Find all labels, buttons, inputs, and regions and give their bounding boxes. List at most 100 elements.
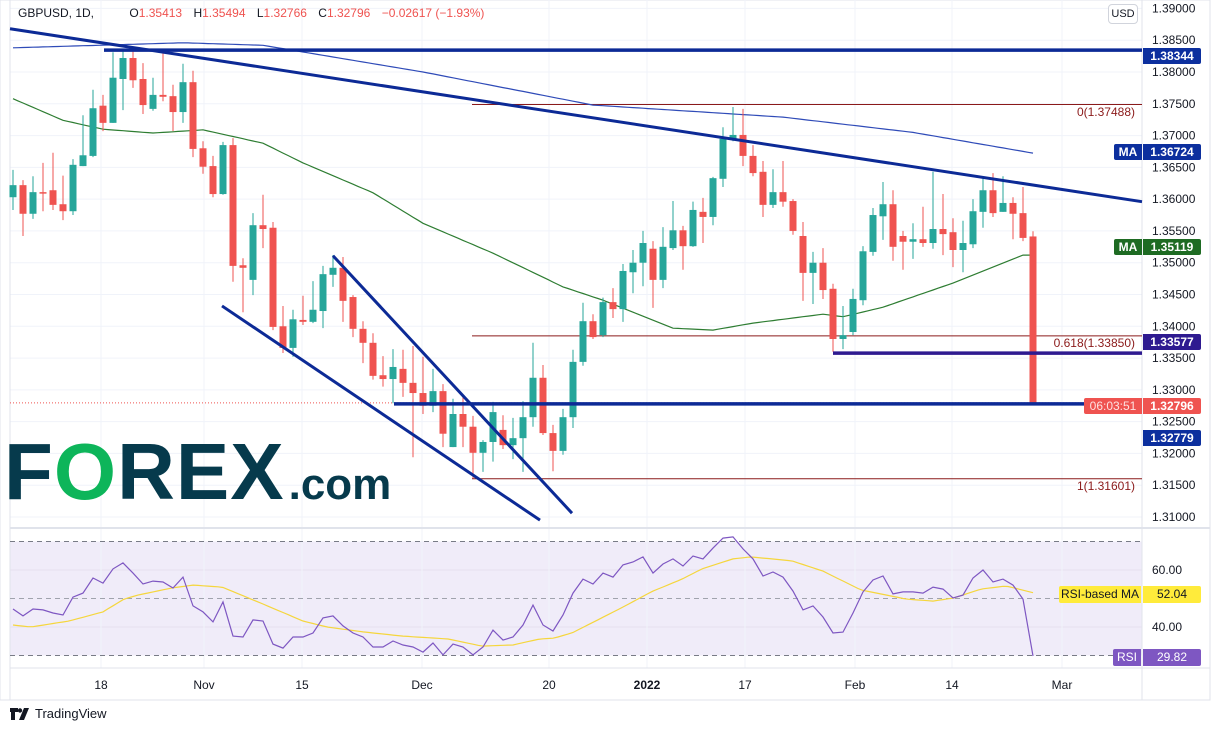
- candle-body: [619, 270, 627, 310]
- close-label: C: [318, 6, 327, 20]
- candle-body: [839, 335, 847, 339]
- candle-body: [999, 202, 1007, 212]
- candle: [239, 258, 247, 313]
- candle-body: [59, 204, 67, 212]
- candle-body: [989, 190, 997, 214]
- candle: [139, 63, 147, 114]
- price-axis-label: 1.36500: [1152, 160, 1196, 174]
- currency-button[interactable]: USD: [1108, 4, 1138, 24]
- symbol-legend: GBPUSD, 1D, O1.35413 H1.35494 L1.32766 C…: [18, 6, 492, 20]
- candle: [219, 141, 227, 195]
- candle: [89, 89, 97, 158]
- candle: [359, 321, 367, 364]
- candle-body: [119, 58, 127, 79]
- trend-line: [331, 254, 574, 515]
- candle-body: [449, 414, 457, 448]
- candle: [49, 152, 57, 210]
- candle: [79, 115, 87, 167]
- candle-body: [899, 236, 907, 242]
- candle-body: [859, 251, 867, 301]
- time-axis-label: Dec: [411, 678, 432, 692]
- candle-body: [429, 391, 437, 406]
- candle: [109, 52, 117, 123]
- candle: [869, 208, 877, 256]
- candle-body: [1019, 213, 1027, 238]
- candle: [449, 398, 457, 448]
- price-tag-resistance: 1.38344: [1143, 48, 1201, 64]
- time-axis-label: Feb: [845, 678, 866, 692]
- open-value: 1.35413: [138, 6, 183, 20]
- candle: [829, 283, 837, 352]
- candle-body: [29, 192, 37, 214]
- candle-body: [779, 192, 787, 202]
- symbol-interval[interactable]: GBPUSD, 1D,: [18, 6, 95, 20]
- candle: [509, 417, 517, 460]
- rsi-label: RSI: [1113, 649, 1141, 666]
- candle: [699, 197, 707, 244]
- candle-body: [49, 190, 57, 205]
- candle: [9, 169, 17, 210]
- candle: [899, 230, 907, 270]
- bar-countdown: 06:03:51: [1084, 397, 1142, 414]
- candle-body: [709, 178, 717, 217]
- tradingview-attribution[interactable]: TradingView: [10, 706, 107, 721]
- candle-body: [269, 227, 277, 327]
- time-axis-label: 14: [945, 678, 959, 692]
- candle-body: [439, 391, 447, 434]
- candle-body: [259, 225, 267, 230]
- candle-body: [729, 134, 737, 139]
- candle: [609, 288, 617, 319]
- fib-label-1: 1(1.31601): [1076, 479, 1135, 493]
- candle: [59, 175, 67, 221]
- candle-body: [719, 138, 727, 179]
- candle: [909, 223, 917, 259]
- price-tag-ma-fast: 1.35119: [1143, 238, 1201, 255]
- candle: [179, 63, 187, 123]
- candle: [249, 213, 257, 296]
- candle-body: [399, 368, 407, 383]
- time-axis-label: 17: [738, 678, 752, 692]
- price-axis-label: 1.39000: [1152, 1, 1196, 15]
- logo-domain: .com: [288, 460, 392, 509]
- candle-body: [699, 211, 707, 217]
- candle-body: [569, 361, 577, 418]
- candle: [739, 108, 747, 167]
- time-axis-label: Mar: [1052, 678, 1073, 692]
- fib-label-618: 0.618(1.33850): [1053, 336, 1135, 350]
- candle: [949, 218, 957, 268]
- candle: [439, 384, 447, 448]
- time-axis-label: 2022: [634, 678, 661, 692]
- trend-line: [221, 304, 541, 522]
- candle-body: [409, 382, 417, 394]
- candle-body: [479, 441, 487, 453]
- candle-body: [379, 375, 387, 380]
- time-axis-label: 15: [295, 678, 309, 692]
- candle: [999, 176, 1007, 212]
- candle: [469, 415, 477, 479]
- candle-body: [279, 326, 287, 348]
- price-axis-label: 1.32000: [1152, 446, 1196, 460]
- candle-body: [239, 265, 247, 268]
- candle: [369, 333, 377, 380]
- candle: [199, 141, 207, 174]
- ma-slow-label: MA: [1114, 143, 1142, 160]
- candle: [629, 249, 637, 294]
- candle: [769, 169, 777, 209]
- candle-body: [649, 248, 657, 280]
- candle: [919, 206, 927, 247]
- candle: [779, 160, 787, 207]
- candle: [259, 194, 267, 249]
- candle-body: [749, 155, 757, 174]
- candle-body: [1029, 236, 1037, 403]
- candle-body: [949, 232, 957, 250]
- price-axis-label: 1.31000: [1152, 510, 1196, 524]
- candle: [69, 159, 77, 216]
- close-value: 1.32796: [326, 6, 371, 20]
- candle: [649, 241, 657, 308]
- candle-body: [89, 108, 97, 156]
- candle-body: [659, 246, 667, 280]
- high-label: H: [193, 6, 203, 20]
- low-label: L: [256, 6, 264, 20]
- candle: [679, 225, 687, 270]
